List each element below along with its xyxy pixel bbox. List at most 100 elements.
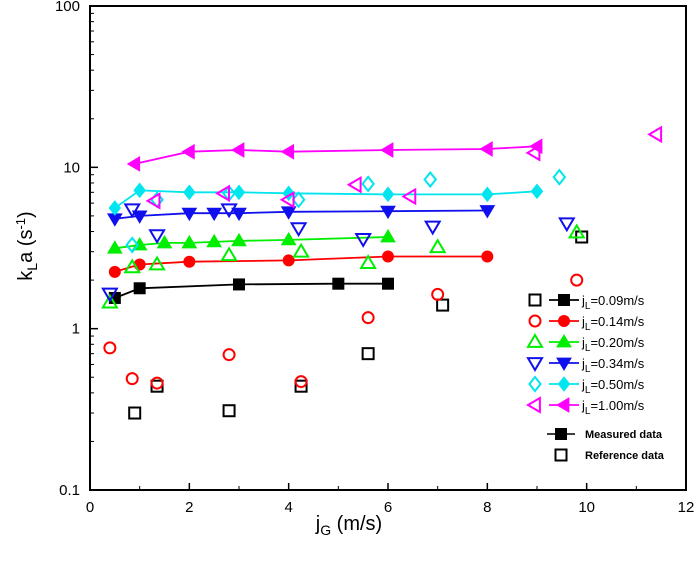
legend-reference-label: Reference data: [585, 450, 665, 462]
series-1-measured-point-4: [332, 277, 345, 290]
series-6-reference-point-6: [525, 144, 541, 162]
legend-entry-1: jL=0.09m/s: [528, 293, 645, 312]
legend-label-4: jL=0.34m/s: [581, 356, 645, 375]
legend-entry-2: jL=0.14m/s: [528, 314, 645, 333]
series-5-reference-point-4: [291, 191, 306, 209]
plot-area: [101, 125, 663, 420]
series-5-measured-point-3: [183, 184, 196, 201]
series-6-measured-point-4: [280, 143, 295, 160]
series-5-measured-point-8: [530, 183, 544, 200]
series-5-reference-point-6: [423, 170, 438, 189]
series-5-line: [114, 189, 538, 209]
series-6-reference-point-3: [279, 190, 295, 209]
series-2-reference-point-4: [222, 348, 236, 362]
legend-filled-marker-6: [556, 397, 570, 413]
series-4: [101, 203, 576, 303]
series-6-reference-point-4: [346, 175, 362, 194]
series-6: [126, 125, 663, 210]
series-3-measured-point-7: [280, 231, 297, 246]
series-4-reference-point-8: [558, 217, 576, 233]
series-5-measured-point-6: [381, 186, 395, 203]
series-2-reference-point-1: [103, 341, 117, 355]
legend-label-5: jL=0.50m/s: [581, 377, 645, 396]
x-tick-label-6: 10: [578, 499, 595, 516]
x-axis-title: jG (m/s): [315, 513, 382, 538]
legend-filled-marker-5: [557, 376, 571, 392]
legend-measured-marker: [555, 428, 567, 440]
series-6-measured-point-5: [380, 142, 394, 158]
series-3-measured-point-3: [156, 234, 173, 249]
legend-entry-6: jL=1.00m/s: [526, 396, 645, 417]
series-6-line: [134, 145, 538, 165]
series-2-measured-point-5: [382, 250, 394, 263]
legend-label-1: jL=0.09m/s: [581, 293, 645, 312]
series-2-measured-point-3: [183, 255, 196, 268]
plot-frame: [89, 5, 687, 491]
series-3-reference-point-7: [428, 238, 447, 254]
legend-reference: Reference data: [554, 448, 665, 462]
series-3-reference-point-3: [148, 255, 166, 271]
series-5-measured-point-2: [133, 182, 146, 199]
series-1-line: [114, 282, 388, 299]
series-6-reference-point-2: [215, 184, 230, 203]
series-2-reference-point-8: [570, 273, 584, 287]
series-3-measured-point-6: [231, 232, 247, 247]
series-5-measured-point-7: [481, 186, 494, 203]
series-4-reference-point-5: [289, 222, 308, 238]
legend-filled-marker-4: [556, 357, 572, 371]
series-5-reference-point-1: [125, 236, 140, 254]
series-6-reference-point-1: [145, 192, 161, 210]
series-4-measured-point-4: [206, 207, 223, 222]
y-tick-label-4: 100: [55, 0, 80, 15]
legend-reference-marker: [554, 448, 568, 462]
series-4-reference-point-6: [354, 233, 372, 248]
series-4-measured-point-7: [380, 205, 396, 220]
legend-entry-4: jL=0.34m/s: [526, 356, 645, 375]
series-3-measured-point-4: [181, 234, 198, 249]
series-2-reference-point-7: [431, 287, 445, 301]
axes: 0 2 4 6 8 10 12 0.1 1 10 100: [55, 0, 694, 516]
legend-entry-5: jL=0.50m/s: [528, 375, 645, 396]
series-4-reference-point-2: [123, 203, 141, 219]
series-4-measured-point-3: [181, 207, 198, 222]
series-4-reference-point-4: [220, 203, 238, 219]
legend-filled-marker-2: [558, 315, 570, 327]
series-1-reference-point-1: [128, 406, 142, 420]
legend-label-3: jL=0.20m/s: [581, 335, 645, 354]
series-2-measured-point-1: [108, 265, 121, 278]
legend-label-6: jL=1.00m/s: [581, 398, 645, 417]
series-2: [103, 250, 584, 390]
series-2-reference-point-3: [150, 376, 164, 390]
series-1-measured-point-5: [382, 277, 394, 290]
series-3-measured-point-1: [106, 240, 123, 254]
x-tick-label-4: 6: [384, 499, 392, 516]
series-1-measured-point-3: [233, 278, 245, 291]
y-axis-title: kLa (s-1): [13, 211, 40, 280]
y-tick-label-3: 10: [63, 159, 80, 176]
series-2-measured-point-4: [282, 254, 295, 267]
x-tick-label-2: 2: [185, 499, 193, 516]
series-3-reference-point-8: [567, 223, 586, 239]
series-1-reference-point-3: [222, 404, 236, 418]
series-4-reference-point-7: [423, 220, 442, 236]
legend-label-2: jL=0.14m/s: [581, 314, 645, 333]
series-1-reference-point-4: [294, 379, 308, 393]
series-4-reference-point-1: [101, 287, 119, 303]
y-tick-label-1: 0.1: [59, 482, 80, 499]
series-5-measured-point-4: [232, 184, 246, 201]
series-3-reference-point-4: [220, 246, 238, 262]
series-6-reference-point-7: [647, 125, 663, 144]
legend-open-marker-5: [528, 375, 542, 393]
x-tick-label-1: 0: [86, 499, 94, 516]
legend: jL=0.09m/s jL=0.14m/s jL=0.20m/s jL=0.34m/s…: [526, 293, 665, 462]
series-2-reference-point-2: [125, 372, 139, 386]
legend-measured: Measured data: [547, 428, 663, 441]
series-6-measured-point-2: [181, 143, 195, 160]
series-4-line: [114, 209, 488, 220]
series-4-measured-point-2: [131, 210, 148, 224]
legend-open-marker-3: [526, 333, 544, 348]
series-6-measured-point-6: [479, 141, 493, 157]
legend-filled-marker-3: [556, 334, 572, 348]
x-tick-label-7: 12: [678, 499, 695, 516]
series-3-measured-point-5: [206, 233, 223, 248]
